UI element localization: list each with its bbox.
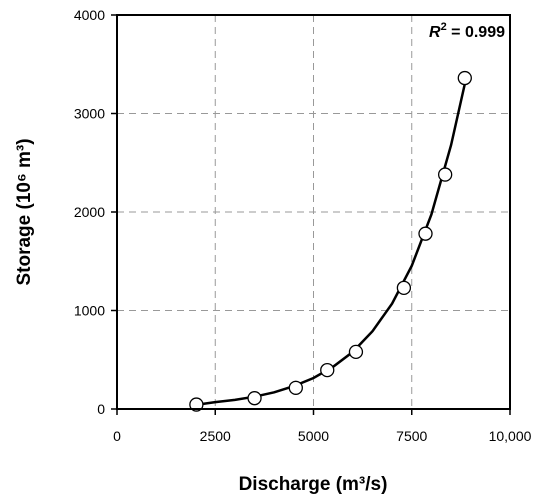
y-tick-label: 2000 (74, 204, 105, 220)
data-point (438, 167, 453, 182)
y-tick-label: 0 (97, 401, 105, 417)
y-axis-ticks: 0 1000 2000 3000 4000 (74, 7, 117, 417)
fit-curve (197, 83, 467, 406)
x-tick-label: 7500 (396, 428, 427, 444)
data-point (418, 226, 433, 241)
x-tick-label: 0 (113, 428, 121, 444)
y-tick-label: 1000 (74, 303, 105, 319)
data-point (457, 70, 472, 86)
data-point (189, 397, 204, 412)
data-point (247, 391, 262, 406)
data-point (320, 362, 335, 378)
data-point (348, 344, 364, 360)
r-squared-annotation: R2 = 0.999 (429, 21, 505, 41)
data-point (288, 380, 303, 395)
data-point (396, 280, 412, 295)
x-tick-label: 5000 (298, 428, 329, 444)
x-axis-ticks: 0 2500 5000 7500 10,000 (113, 409, 532, 444)
x-axis-title: Discharge (m³/s) (239, 474, 388, 495)
x-tick-label: 10,000 (489, 428, 532, 444)
y-tick-label: 3000 (74, 106, 105, 122)
y-tick-label: 4000 (74, 7, 105, 23)
y-axis-title: Storage (10⁶ m³) (14, 138, 35, 285)
grid-lines (117, 15, 510, 409)
x-tick-label: 2500 (200, 428, 231, 444)
data-points (189, 70, 472, 412)
